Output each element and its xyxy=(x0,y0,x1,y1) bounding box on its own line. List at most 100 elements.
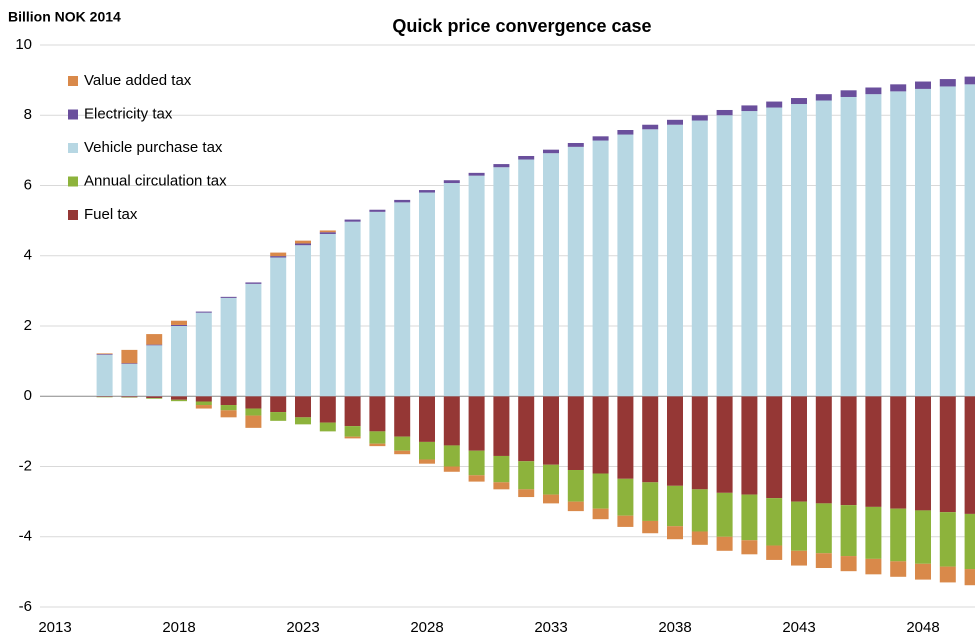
bar-segment xyxy=(146,345,163,397)
bar-segment xyxy=(716,536,733,551)
bar-segment xyxy=(617,130,634,135)
bar-segment xyxy=(319,233,336,397)
bar-segment xyxy=(567,142,584,147)
bar-segment xyxy=(419,459,435,464)
bar-segment xyxy=(295,240,311,244)
bar-segment xyxy=(815,396,832,504)
bar-segment xyxy=(443,180,460,184)
bar-segment xyxy=(939,396,956,513)
bar-segment xyxy=(865,94,882,397)
bar-segment xyxy=(964,396,975,514)
bar-segment xyxy=(344,436,361,439)
bar-segment xyxy=(964,569,975,586)
legend-swatch xyxy=(68,176,78,187)
bar-segment xyxy=(691,396,708,490)
bar-segment xyxy=(667,396,683,486)
bar-segment xyxy=(915,88,931,397)
bar-segment xyxy=(468,450,485,476)
legend-label: Electricity tax xyxy=(84,105,173,122)
legend-label: Annual circulation tax xyxy=(84,172,227,189)
bar-segment xyxy=(865,87,882,95)
y-tick-label: 4 xyxy=(24,247,32,264)
bar-segment xyxy=(741,105,758,112)
x-tick-label: 2048 xyxy=(906,619,939,636)
bar-segment xyxy=(617,396,634,479)
bar-segment xyxy=(295,396,311,418)
bar-segment xyxy=(295,245,311,397)
bar-segment xyxy=(96,354,113,397)
bar-segment xyxy=(195,396,212,402)
bar-segment xyxy=(890,396,907,509)
bar-segment xyxy=(518,159,535,397)
bar-segment xyxy=(642,396,659,483)
bar-segment xyxy=(741,396,758,495)
bar-segment xyxy=(716,115,733,397)
bar-segment xyxy=(419,396,435,442)
bar-segment xyxy=(394,450,411,455)
bar-segment xyxy=(741,111,758,397)
bar-segment xyxy=(915,563,931,580)
bar-segment xyxy=(791,550,807,566)
y-tick-label: -6 xyxy=(19,598,32,615)
bar-segment xyxy=(443,183,460,397)
bar-segment xyxy=(667,119,683,125)
bar-segment xyxy=(815,94,832,101)
bar-segment xyxy=(567,396,584,471)
bar-segment xyxy=(766,498,783,546)
bar-segment xyxy=(394,199,411,203)
x-tick-label: 2018 xyxy=(162,619,195,636)
bar-segment xyxy=(791,98,807,105)
bar-segment xyxy=(344,396,361,427)
bar-segment xyxy=(766,396,783,499)
bar-segment xyxy=(667,526,683,540)
bar-segment xyxy=(939,86,956,397)
x-tick-label: 2028 xyxy=(410,619,443,636)
legend-swatch xyxy=(68,210,78,220)
bar-segment xyxy=(592,473,609,509)
bar-segment xyxy=(766,101,783,108)
bar-segment xyxy=(245,415,262,428)
bar-segment xyxy=(691,531,708,545)
bar-segment xyxy=(344,219,361,222)
y-tick-label: 8 xyxy=(24,106,32,123)
bar-segment xyxy=(964,513,975,570)
bar-segment xyxy=(270,256,287,258)
bar-segment xyxy=(121,363,138,397)
bar-segment xyxy=(369,209,386,212)
bar-segment xyxy=(96,396,113,397)
bar-segment xyxy=(295,417,311,425)
bar-segment xyxy=(96,353,113,355)
bar-segment xyxy=(245,282,262,284)
bar-segment xyxy=(840,96,857,397)
bar-segment xyxy=(766,107,783,397)
bar-segment xyxy=(270,252,287,257)
bar-segment xyxy=(642,482,659,521)
bar-segment xyxy=(394,436,411,451)
bar-segment xyxy=(171,320,187,325)
bar-segment xyxy=(939,566,956,583)
bar-segment xyxy=(195,311,212,313)
bar-segment xyxy=(890,508,907,562)
bar-segment xyxy=(369,211,386,397)
bar-segment xyxy=(592,508,609,520)
bar-segment xyxy=(443,466,460,472)
bar-segment xyxy=(518,461,535,490)
bar-segment xyxy=(518,396,535,462)
bar-segment xyxy=(518,155,535,160)
bar-segment xyxy=(270,412,287,421)
bar-segment xyxy=(468,396,485,451)
bar-segment xyxy=(270,396,287,413)
bar-segment xyxy=(890,561,907,577)
bar-segment xyxy=(195,401,212,406)
bar-segment xyxy=(146,396,163,399)
x-tick-label: 2023 xyxy=(286,619,319,636)
bar-segment xyxy=(791,104,807,397)
bar-segment xyxy=(493,396,510,456)
bar-segment xyxy=(865,558,882,575)
bar-segment xyxy=(915,396,931,511)
bar-segment xyxy=(493,482,510,490)
x-tick-label: 2038 xyxy=(658,619,691,636)
bar-segment xyxy=(121,363,138,364)
bar-segment xyxy=(146,398,163,399)
bar-segment xyxy=(493,455,510,483)
